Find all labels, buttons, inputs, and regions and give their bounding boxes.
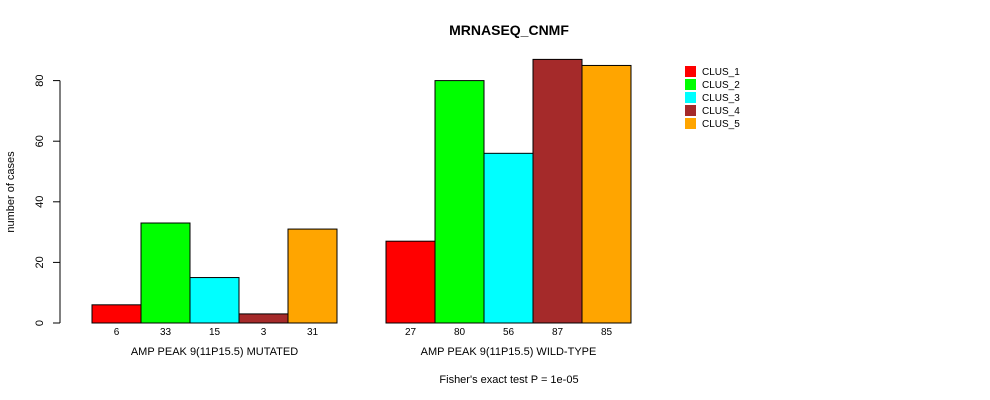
chart-title: MRNASEQ_CNMF bbox=[449, 22, 569, 38]
y-axis-label: number of cases bbox=[5, 151, 17, 233]
bar-value-label-clus_1-group-1: 6 bbox=[114, 327, 120, 338]
legend-swatch-clus_3 bbox=[685, 92, 696, 103]
bar-clus_2-group-2 bbox=[434, 80, 485, 324]
group-label-1: AMP PEAK 9(11P15.5) MUTATED bbox=[131, 346, 298, 358]
bar-value-label-clus_1-group-2: 27 bbox=[405, 327, 417, 338]
bar-clus_4-group-2 bbox=[532, 58, 583, 324]
bar-value-label-clus_3-group-1: 15 bbox=[209, 327, 221, 338]
bar-clus_2-group-1 bbox=[140, 222, 191, 324]
bar-value-label-clus_2-group-2: 80 bbox=[454, 327, 466, 338]
bar-clus_1-group-2 bbox=[385, 240, 436, 324]
legend-swatch-clus_5 bbox=[685, 118, 696, 129]
bar-clus_4-group-1 bbox=[238, 313, 289, 324]
legend-label-clus_3: CLUS_3 bbox=[702, 93, 740, 104]
legend-label-clus_1: CLUS_1 bbox=[702, 67, 740, 78]
legend-swatch-clus_4 bbox=[685, 105, 696, 116]
legend-swatch-clus_1 bbox=[685, 66, 696, 77]
y-tick-label-60: 60 bbox=[34, 135, 46, 147]
bar-clus_3-group-2 bbox=[483, 152, 534, 324]
legend-swatch-clus_2 bbox=[685, 79, 696, 90]
fisher-test-footnote: Fisher's exact test P = 1e-05 bbox=[439, 374, 578, 386]
bar-value-label-clus_3-group-2: 56 bbox=[503, 327, 515, 338]
bar-value-label-clus_4-group-2: 87 bbox=[552, 327, 564, 338]
bar-clus_5-group-1 bbox=[287, 228, 338, 324]
y-tick-label-20: 20 bbox=[34, 256, 46, 268]
group-labels: AMP PEAK 9(11P15.5) MUTATED AMP PEAK 9(11… bbox=[131, 346, 596, 358]
bar-clus_3-group-1 bbox=[189, 277, 240, 324]
legend-label-clus_4: CLUS_4 bbox=[702, 106, 740, 117]
group-label-2: AMP PEAK 9(11P15.5) WILD-TYPE bbox=[421, 346, 597, 358]
bars bbox=[91, 58, 632, 324]
legend-label-clus_5: CLUS_5 bbox=[702, 119, 740, 130]
legend: CLUS_1 CLUS_2 CLUS_3 CLUS_4 CLUS_5 bbox=[685, 66, 740, 130]
bar-value-label-clus_5-group-1: 31 bbox=[307, 327, 319, 338]
bar-value-label-clus_5-group-2: 85 bbox=[601, 327, 613, 338]
y-tick-label-80: 80 bbox=[34, 74, 46, 86]
legend-label-clus_2: CLUS_2 bbox=[702, 80, 740, 91]
y-tick-label-0: 0 bbox=[34, 320, 46, 326]
bar-value-label-clus_4-group-1: 3 bbox=[261, 327, 267, 338]
value-labels: 6 33 15 3 31 27 80 56 87 85 bbox=[114, 327, 613, 338]
bar-value-label-clus_2-group-1: 33 bbox=[160, 327, 172, 338]
y-tick-label-40: 40 bbox=[34, 196, 46, 208]
y-axis: 0 20 40 60 80 bbox=[34, 74, 61, 326]
bar-clus_5-group-2 bbox=[581, 64, 632, 324]
bar-clus_1-group-1 bbox=[91, 304, 142, 324]
